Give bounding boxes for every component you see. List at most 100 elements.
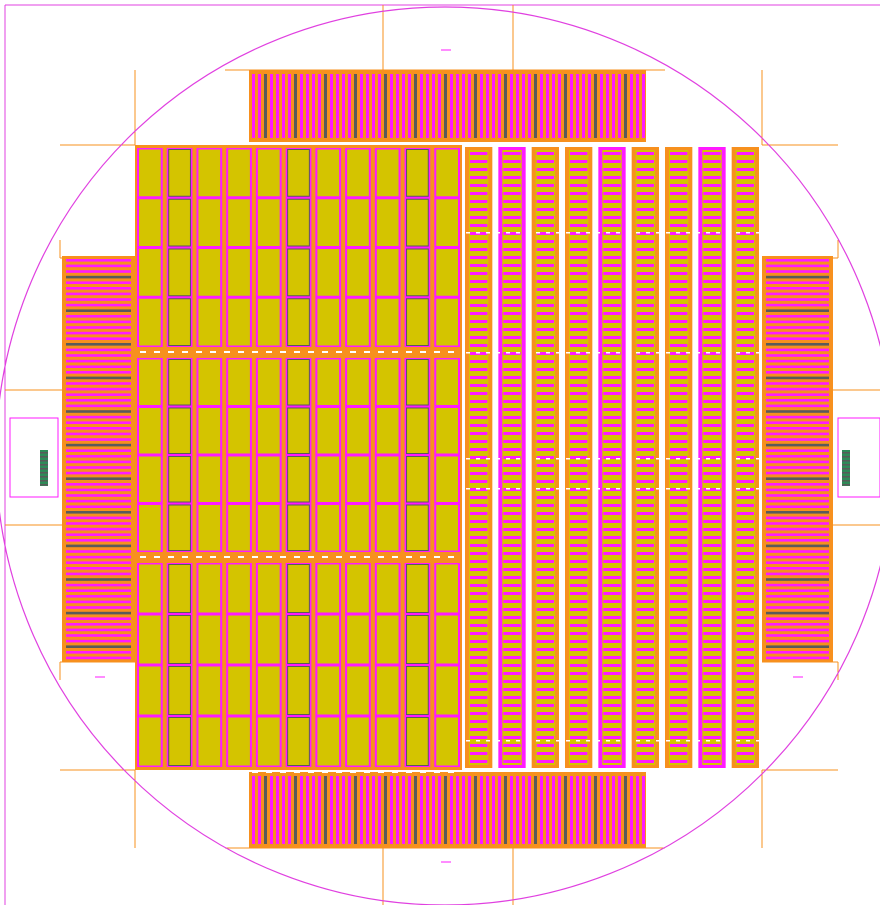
die-bar bbox=[736, 280, 754, 283]
dash bbox=[364, 351, 370, 353]
mark-line bbox=[40, 476, 48, 478]
die-bar bbox=[670, 720, 688, 723]
mark-line bbox=[40, 452, 48, 454]
die-bar bbox=[536, 536, 554, 539]
die-bar bbox=[703, 616, 721, 619]
die-bar bbox=[636, 352, 654, 355]
die bbox=[257, 359, 280, 405]
stripe bbox=[300, 776, 303, 844]
stripe bbox=[594, 74, 597, 138]
die-bar bbox=[470, 296, 488, 299]
die-bar bbox=[470, 584, 488, 587]
die-bar bbox=[570, 752, 588, 755]
die-bar bbox=[636, 656, 654, 659]
die bbox=[317, 298, 340, 346]
die bbox=[168, 149, 191, 197]
die-bar bbox=[603, 400, 621, 403]
die-bar bbox=[636, 248, 654, 251]
die bbox=[139, 199, 161, 246]
dash bbox=[636, 352, 640, 354]
dash bbox=[448, 351, 454, 353]
die bbox=[406, 456, 429, 503]
die-bar bbox=[536, 376, 554, 379]
dash bbox=[716, 352, 720, 354]
stripe bbox=[766, 623, 829, 626]
die-bar bbox=[470, 392, 488, 395]
dash bbox=[666, 232, 670, 234]
die-bar bbox=[503, 592, 521, 595]
dash bbox=[586, 488, 590, 490]
die bbox=[139, 505, 161, 551]
die-bar bbox=[703, 312, 721, 315]
die bbox=[317, 249, 340, 296]
die-bar bbox=[603, 328, 621, 331]
die-bar bbox=[636, 296, 654, 299]
die bbox=[317, 408, 340, 454]
die-bar bbox=[603, 552, 621, 555]
die-bar bbox=[603, 408, 621, 411]
die-bar bbox=[470, 536, 488, 539]
die-bar bbox=[703, 624, 721, 627]
dash bbox=[566, 740, 570, 742]
die-bar bbox=[503, 152, 521, 155]
die bbox=[198, 505, 221, 551]
stripe bbox=[66, 511, 131, 514]
die-bar bbox=[470, 424, 488, 427]
stripe bbox=[766, 522, 829, 525]
die-bar bbox=[536, 176, 554, 179]
dash bbox=[336, 351, 342, 353]
stripe bbox=[66, 348, 131, 352]
die-bar bbox=[470, 496, 488, 499]
die-bar bbox=[736, 728, 754, 731]
die-bar bbox=[536, 752, 554, 755]
mark-line bbox=[842, 472, 850, 474]
stripe bbox=[618, 776, 621, 844]
die-bar bbox=[503, 192, 521, 195]
die-bar bbox=[570, 504, 588, 507]
die-bar bbox=[736, 432, 754, 435]
die-bar bbox=[503, 536, 521, 539]
dash bbox=[168, 556, 174, 558]
die bbox=[436, 249, 458, 296]
die-bar bbox=[703, 168, 721, 171]
dash bbox=[746, 458, 750, 460]
die-bar bbox=[570, 312, 588, 315]
die-bar bbox=[470, 464, 488, 467]
die-bar bbox=[570, 544, 588, 547]
stripe bbox=[378, 74, 381, 138]
stripe bbox=[372, 776, 375, 844]
dash bbox=[476, 740, 480, 742]
die-bar bbox=[503, 680, 521, 683]
die-bar bbox=[636, 480, 654, 483]
stripe bbox=[366, 74, 369, 138]
die-bar bbox=[570, 368, 588, 371]
die-bar bbox=[470, 400, 488, 403]
dash bbox=[596, 352, 600, 354]
die-bar bbox=[636, 688, 654, 691]
die-bar bbox=[570, 448, 588, 451]
die-bar bbox=[636, 432, 654, 435]
die-bar bbox=[603, 344, 621, 347]
dash bbox=[606, 458, 610, 460]
dash bbox=[626, 232, 630, 234]
die-bar bbox=[670, 368, 688, 371]
stripe bbox=[432, 74, 435, 138]
stripe bbox=[66, 309, 131, 312]
stripe bbox=[522, 74, 525, 138]
stripe bbox=[66, 315, 131, 318]
die-bar bbox=[536, 552, 554, 555]
die-bar bbox=[470, 360, 488, 363]
stripe bbox=[426, 776, 429, 844]
dash bbox=[224, 556, 230, 558]
die-bar bbox=[636, 568, 654, 571]
stripe bbox=[582, 776, 585, 844]
die-bar bbox=[636, 704, 654, 707]
dash bbox=[676, 352, 680, 354]
die bbox=[287, 248, 310, 297]
dash bbox=[556, 740, 560, 742]
dash bbox=[506, 740, 510, 742]
die bbox=[228, 408, 250, 454]
die-bar bbox=[736, 368, 754, 371]
die-bar bbox=[470, 256, 488, 259]
die-bar bbox=[570, 560, 588, 563]
